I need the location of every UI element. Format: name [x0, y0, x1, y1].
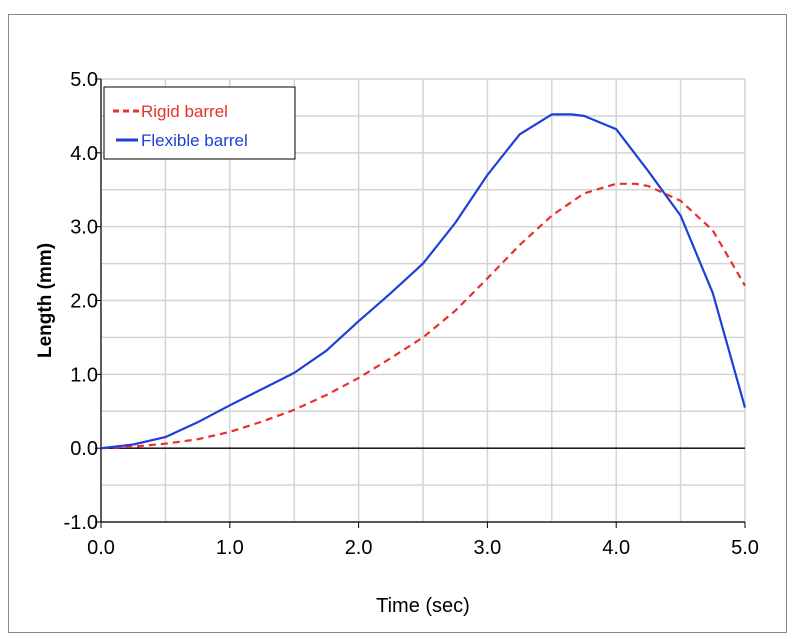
legend-label-flexible: Flexible barrel — [141, 131, 248, 150]
series-line-flexible-barrel — [100, 113, 747, 450]
x-axis-title: Time (sec) — [376, 595, 470, 617]
legend: Rigid barrel Flexible barrel — [103, 86, 296, 160]
series-line-rigid-barrel — [100, 182, 746, 450]
y-tick-label: -1.0 — [64, 512, 98, 534]
y-tick-label: 0.0 — [70, 438, 98, 460]
y-tick-label: 3.0 — [70, 217, 98, 239]
legend-label-rigid: Rigid barrel — [141, 102, 228, 121]
y-tick-label: 5.0 — [70, 69, 98, 91]
x-tick-label: 3.0 — [473, 537, 501, 559]
legend-box — [103, 86, 296, 160]
y-axis-title: Length (mm) — [35, 243, 56, 358]
tick-labels: 0.0 1.0 2.0 3.0 4.0 5.0 -1.0 0.0 1.0 2.0 3.0 4.0 5.0 — [64, 69, 759, 559]
x-tick-label: 0.0 — [87, 537, 115, 559]
y-tick-label: 2.0 — [70, 291, 98, 313]
x-tick-label: 2.0 — [345, 537, 373, 559]
x-tick-label: 5.0 — [731, 537, 759, 559]
x-tick-label: 1.0 — [216, 537, 244, 559]
x-tick-label: 4.0 — [602, 537, 630, 559]
y-tick-label: 4.0 — [70, 143, 98, 165]
series-layer — [100, 113, 747, 450]
y-tick-label: 1.0 — [70, 364, 98, 386]
